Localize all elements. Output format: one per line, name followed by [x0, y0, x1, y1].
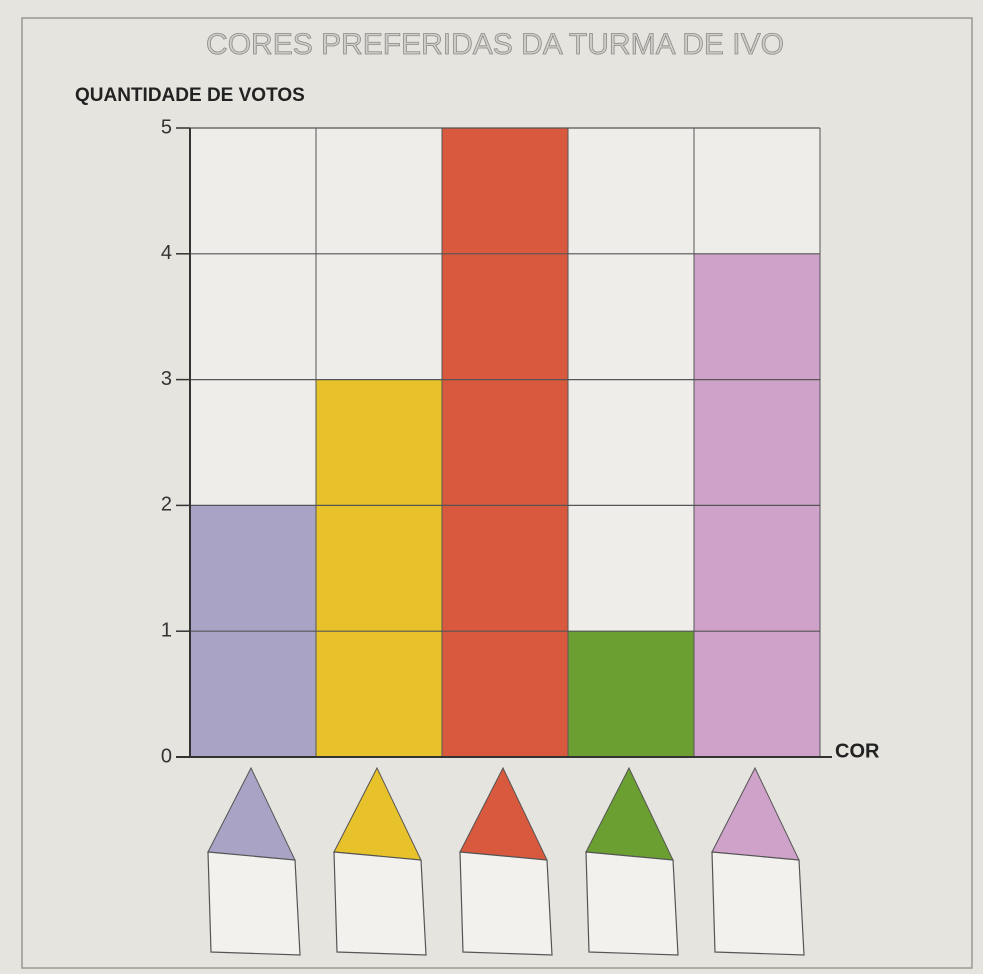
y-tick-label: 1 [161, 619, 172, 641]
y-tick-label: 3 [161, 368, 172, 390]
y-axis-label: QUANTIDADE DE VOTOS [75, 85, 305, 106]
chart: CORES PREFERIDAS DA TURMA DE IVO QUANTID… [0, 0, 983, 974]
bar [442, 128, 568, 757]
pencil-body [460, 852, 552, 955]
chart-title: CORES PREFERIDAS DA TURMA DE IVO [206, 28, 784, 61]
pencil-body [334, 852, 426, 955]
y-tick-label: 0 [161, 745, 172, 767]
pencil-body [712, 852, 804, 955]
pencil-body [208, 852, 300, 955]
pencil-body [586, 852, 678, 955]
bar [316, 380, 442, 757]
y-tick-label: 5 [161, 116, 172, 138]
y-tick-label: 4 [161, 242, 172, 264]
y-tick-label: 2 [161, 494, 172, 516]
bar [568, 631, 694, 757]
x-axis-label: COR [835, 740, 880, 762]
